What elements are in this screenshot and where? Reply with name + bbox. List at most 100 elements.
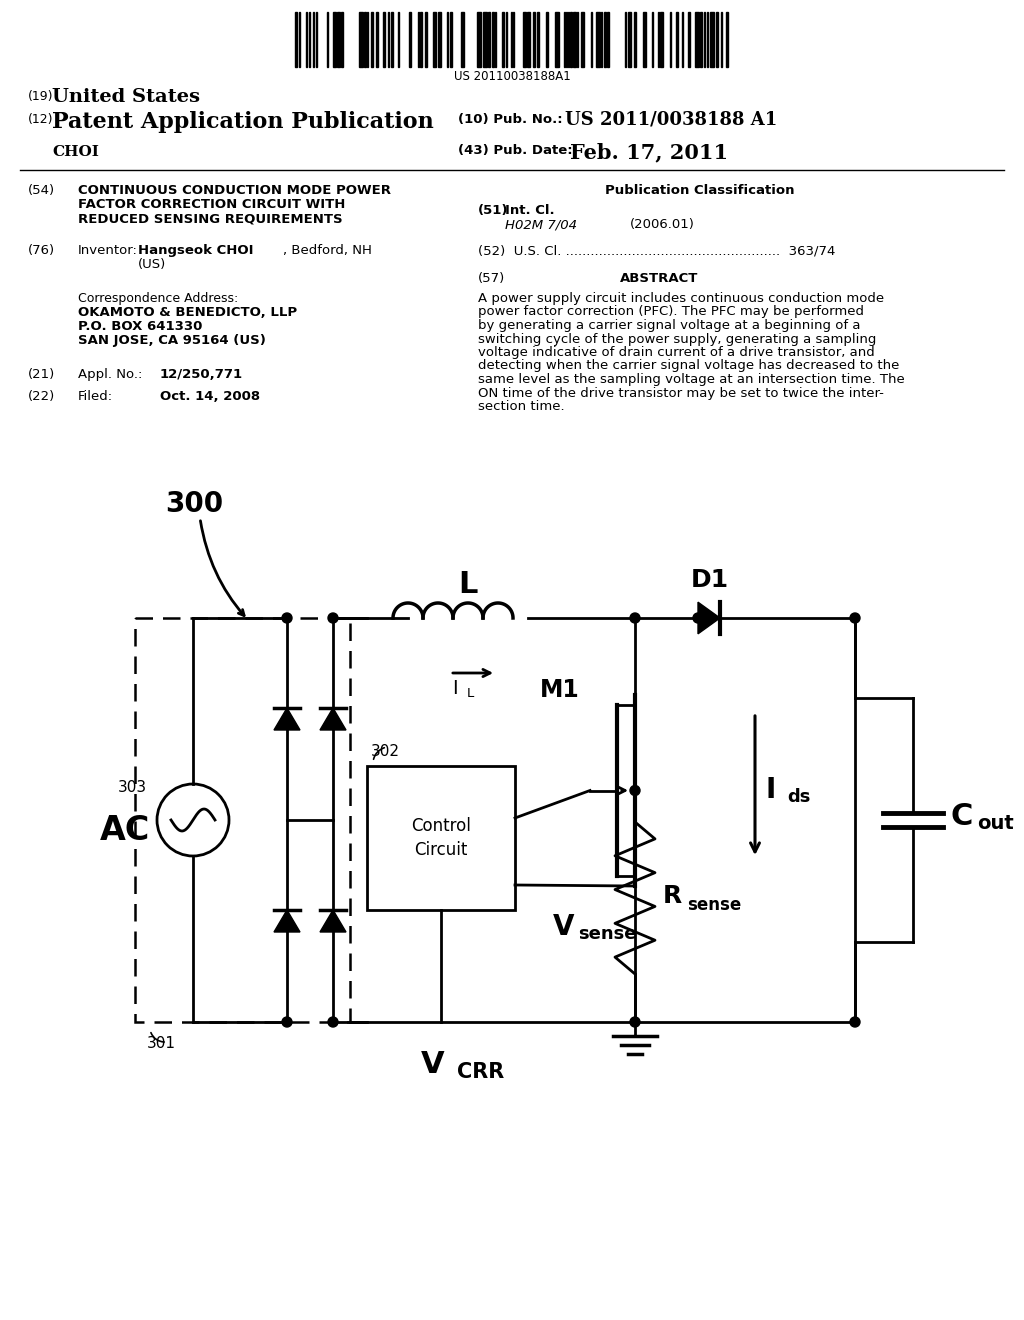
Bar [643, 12, 646, 67]
Text: ds: ds [787, 788, 810, 805]
Bar [695, 12, 699, 67]
Bar [502, 12, 504, 67]
Circle shape [630, 785, 640, 796]
Text: sense: sense [578, 925, 637, 942]
Text: United States: United States [52, 88, 200, 106]
Bar [371, 12, 373, 67]
Text: V: V [421, 1049, 444, 1078]
Text: 303: 303 [118, 780, 147, 795]
Text: I: I [452, 678, 458, 698]
Text: Oct. 14, 2008: Oct. 14, 2008 [160, 389, 260, 403]
Text: R: R [663, 884, 682, 908]
Text: Circuit: Circuit [415, 841, 468, 859]
Bar [341, 12, 343, 67]
Bar [628, 12, 631, 67]
Bar [488, 12, 490, 67]
Bar [337, 12, 340, 67]
Bar [604, 12, 606, 67]
Text: Int. Cl.: Int. Cl. [505, 205, 555, 216]
Text: (52)  U.S. Cl. ....................................................  363/74: (52) U.S. Cl. ..........................… [478, 244, 836, 257]
Text: V: V [553, 913, 574, 941]
Bar [700, 12, 702, 67]
Circle shape [850, 1016, 860, 1027]
Text: M1: M1 [540, 678, 580, 702]
Bar [450, 12, 452, 67]
Circle shape [282, 612, 292, 623]
Bar [534, 12, 535, 67]
Text: (57): (57) [478, 272, 505, 285]
Text: CHOI: CHOI [52, 145, 99, 158]
Text: (43) Pub. Date:: (43) Pub. Date: [458, 144, 572, 157]
Bar [376, 12, 378, 67]
Circle shape [328, 612, 338, 623]
Text: P.O. BOX 641330: P.O. BOX 641330 [78, 319, 203, 333]
Text: voltage indicative of drain current of a drive transistor, and: voltage indicative of drain current of a… [478, 346, 874, 359]
Bar [295, 12, 297, 67]
Text: same level as the sampling voltage at an intersection time. The: same level as the sampling voltage at an… [478, 374, 905, 385]
Text: (US): (US) [138, 257, 166, 271]
Circle shape [328, 1016, 338, 1027]
Text: H02M 7/04: H02M 7/04 [505, 218, 577, 231]
Bar [391, 12, 393, 67]
Bar [477, 12, 481, 67]
Text: 300: 300 [165, 490, 223, 517]
Text: D1: D1 [691, 568, 729, 591]
Bar [726, 12, 728, 67]
Text: I: I [765, 776, 775, 804]
Text: ON time of the drive transistor may be set to twice the inter-: ON time of the drive transistor may be s… [478, 387, 884, 400]
Text: Inventor:: Inventor: [78, 244, 138, 257]
Text: CRR: CRR [457, 1063, 504, 1082]
Text: L: L [467, 686, 474, 700]
Text: US 2011/0038188 A1: US 2011/0038188 A1 [565, 111, 777, 129]
Text: power factor correction (PFC). The PFC may be performed: power factor correction (PFC). The PFC m… [478, 305, 864, 318]
Circle shape [282, 1016, 292, 1027]
Text: out: out [977, 814, 1014, 833]
Bar [492, 12, 494, 67]
Text: Publication Classification: Publication Classification [605, 183, 795, 197]
Text: , Bedford, NH: , Bedford, NH [283, 244, 372, 257]
Bar [359, 12, 362, 67]
Text: (19): (19) [28, 90, 53, 103]
Text: L: L [459, 570, 477, 599]
Bar [596, 12, 600, 67]
Bar [433, 12, 436, 67]
Text: (22): (22) [28, 389, 55, 403]
Bar [573, 12, 575, 67]
Bar [383, 12, 385, 67]
Text: FACTOR CORRECTION CIRCUIT WITH: FACTOR CORRECTION CIRCUIT WITH [78, 198, 345, 211]
Bar [710, 12, 714, 67]
Bar [537, 12, 539, 67]
Circle shape [630, 612, 640, 623]
Bar [333, 12, 336, 67]
Bar [555, 12, 559, 67]
Text: C: C [951, 803, 974, 832]
Text: section time.: section time. [478, 400, 564, 413]
Bar [425, 12, 427, 67]
Text: Correspondence Address:: Correspondence Address: [78, 292, 239, 305]
Bar [634, 12, 636, 67]
Bar [420, 12, 422, 67]
Bar [570, 12, 572, 67]
Text: SAN JOSE, CA 95164 (US): SAN JOSE, CA 95164 (US) [78, 334, 266, 347]
Text: (51): (51) [478, 205, 509, 216]
Text: US 20110038188A1: US 20110038188A1 [454, 70, 570, 83]
Polygon shape [274, 708, 300, 730]
Text: 302: 302 [371, 744, 400, 759]
Text: switching cycle of the power supply, generating a sampling: switching cycle of the power supply, gen… [478, 333, 877, 346]
Bar [483, 12, 487, 67]
Text: A power supply circuit includes continuous conduction mode: A power supply circuit includes continuo… [478, 292, 884, 305]
Polygon shape [698, 602, 720, 634]
Bar [364, 12, 366, 67]
Text: 301: 301 [147, 1036, 176, 1051]
Bar [716, 12, 718, 67]
Bar [409, 12, 411, 67]
Bar [527, 12, 530, 67]
Circle shape [693, 612, 703, 623]
Text: detecting when the carrier signal voltage has decreased to the: detecting when the carrier signal voltag… [478, 359, 899, 372]
Bar [367, 766, 515, 909]
Bar [523, 12, 526, 67]
Text: AC: AC [99, 813, 151, 846]
Polygon shape [319, 708, 346, 730]
Polygon shape [319, 909, 346, 932]
Circle shape [850, 612, 860, 623]
